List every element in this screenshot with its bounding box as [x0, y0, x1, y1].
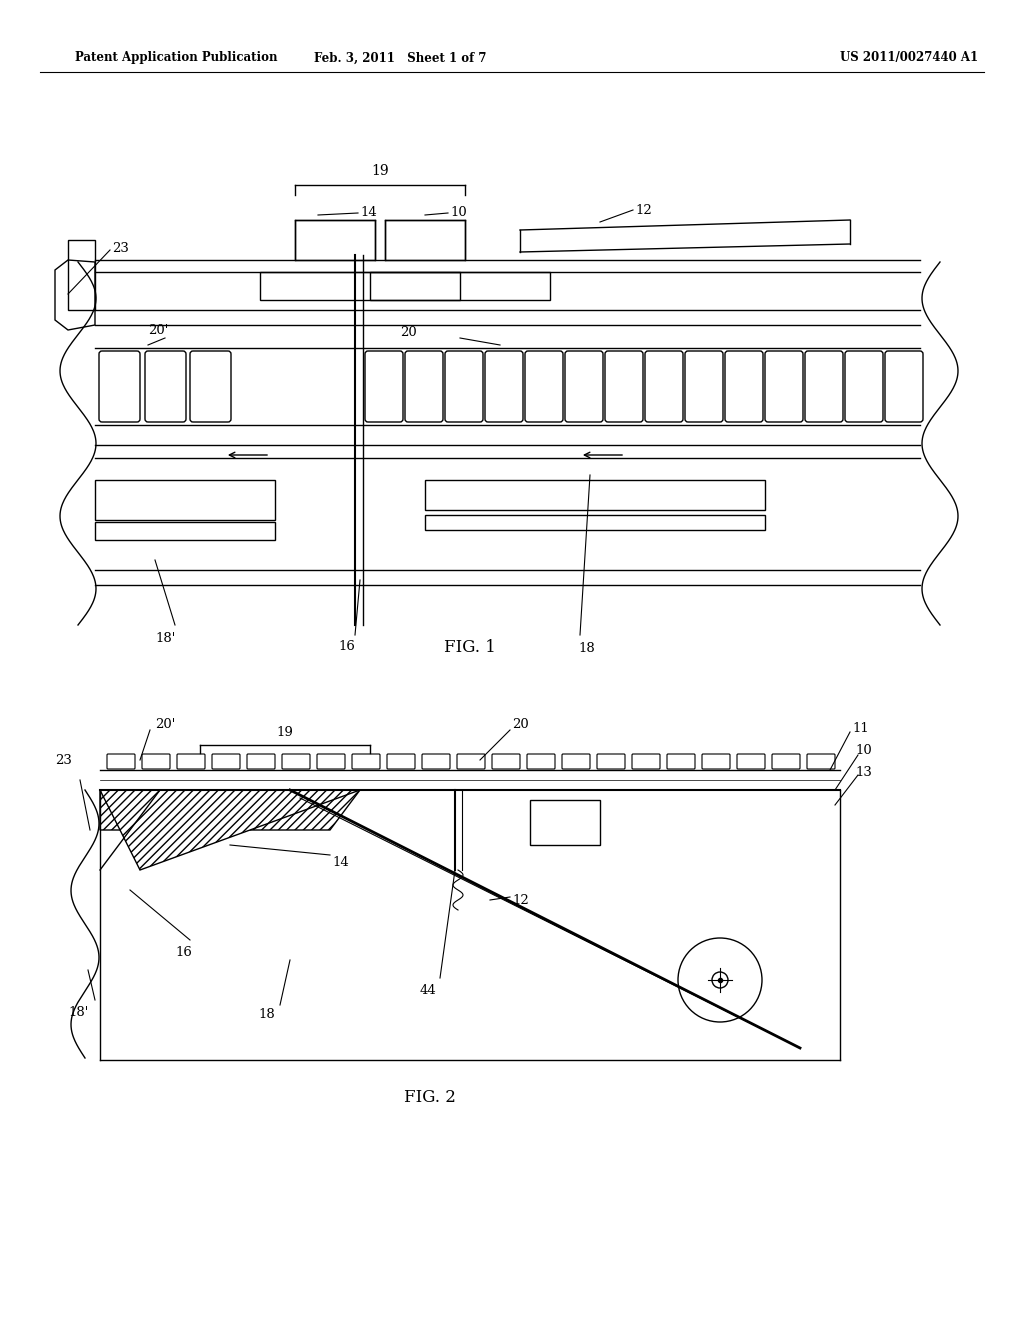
- Text: 18: 18: [258, 1008, 274, 1022]
- Bar: [95, 480, 275, 520]
- Text: Patent Application Publication: Patent Application Publication: [75, 51, 278, 65]
- Bar: [425, 515, 765, 531]
- Text: FIG. 2: FIG. 2: [404, 1089, 456, 1106]
- Text: 19: 19: [276, 726, 294, 739]
- Bar: [385, 220, 465, 260]
- Bar: [530, 800, 600, 845]
- Bar: [295, 220, 375, 260]
- Text: 20: 20: [400, 326, 417, 338]
- Text: US 2011/0027440 A1: US 2011/0027440 A1: [840, 51, 978, 65]
- Polygon shape: [100, 789, 360, 870]
- Text: 20: 20: [512, 718, 528, 730]
- Text: 16: 16: [338, 640, 355, 653]
- Bar: [68, 240, 95, 310]
- Text: 10: 10: [855, 743, 871, 756]
- Text: 23: 23: [112, 242, 129, 255]
- Polygon shape: [100, 789, 360, 830]
- Text: 14: 14: [332, 855, 349, 869]
- Text: 16: 16: [175, 945, 191, 958]
- Text: 18': 18': [155, 631, 175, 644]
- Text: 12: 12: [635, 203, 651, 216]
- Bar: [425, 480, 765, 510]
- Text: FIG. 1: FIG. 1: [444, 639, 496, 656]
- Text: 18: 18: [578, 642, 595, 655]
- Bar: [260, 272, 460, 300]
- Text: 44: 44: [420, 983, 437, 997]
- Text: 20': 20': [148, 323, 168, 337]
- Text: 18': 18': [68, 1006, 88, 1019]
- Text: 11: 11: [852, 722, 868, 734]
- Text: 12: 12: [512, 894, 528, 907]
- Bar: [95, 521, 275, 540]
- Text: 10: 10: [450, 206, 467, 219]
- Text: 19: 19: [371, 164, 389, 178]
- Text: 13: 13: [855, 766, 871, 779]
- Text: 20': 20': [155, 718, 175, 731]
- Text: 23: 23: [55, 754, 72, 767]
- Bar: [370, 272, 550, 300]
- Text: 14: 14: [360, 206, 377, 219]
- Text: Feb. 3, 2011   Sheet 1 of 7: Feb. 3, 2011 Sheet 1 of 7: [313, 51, 486, 65]
